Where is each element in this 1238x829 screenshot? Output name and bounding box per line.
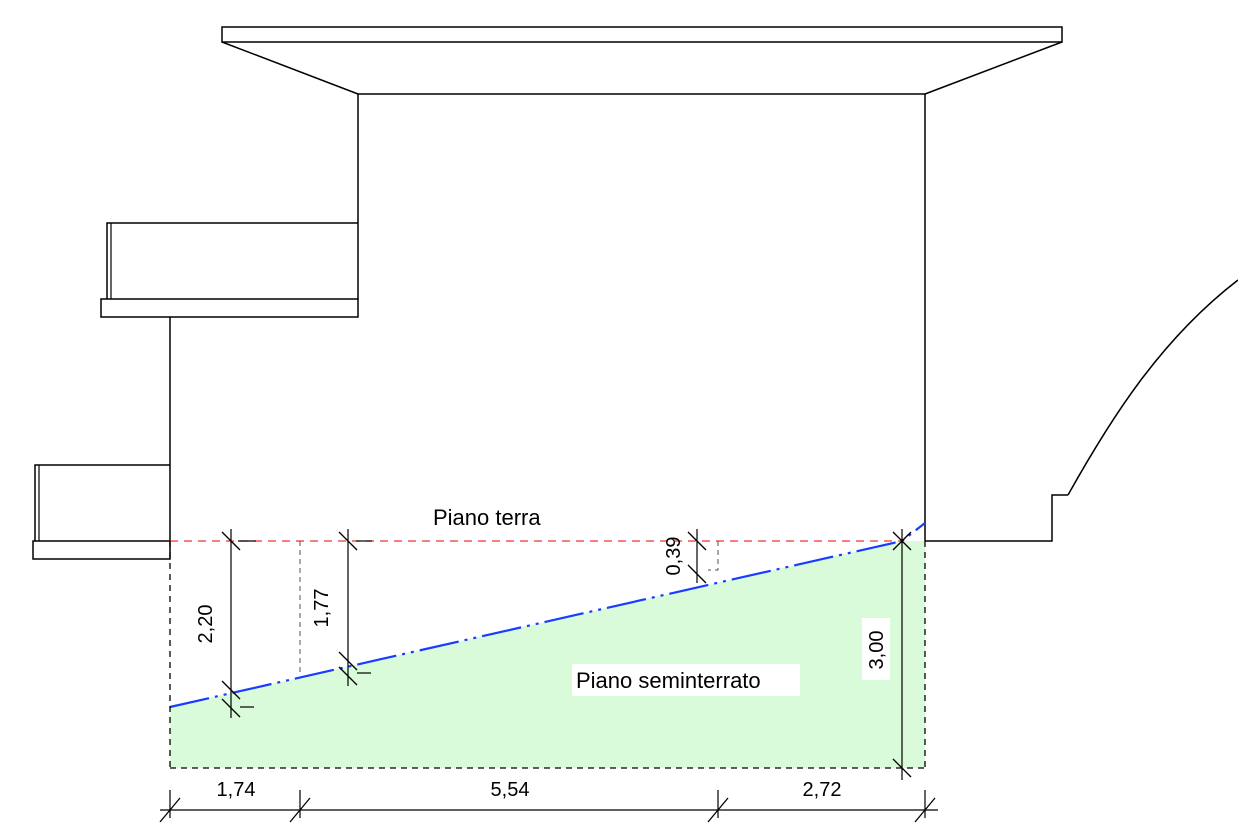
dimension-right-height: 3,00 xyxy=(862,529,912,780)
basement-floor-label: Piano seminterrato xyxy=(576,668,761,693)
roof-eave-right xyxy=(924,41,1063,95)
dimension-bottom-mid-label: 5,54 xyxy=(491,779,530,801)
right-slope-curve xyxy=(1067,279,1238,496)
roof-slab xyxy=(221,26,1063,43)
basement-label-bg xyxy=(572,664,800,696)
basement-area xyxy=(170,541,925,768)
lower-balcony-slab xyxy=(32,540,171,560)
lower-balcony-railing xyxy=(34,464,170,541)
upper-balcony-railing xyxy=(106,222,358,299)
dimension-bottom-right-label: 2,72 xyxy=(803,779,842,801)
dimension-mid-height: 1,77 xyxy=(311,529,372,686)
dimension-chain-bottom: 1,74 5,54 2,72 xyxy=(159,779,938,823)
dimension-right-small-height-label: 0,39 xyxy=(663,537,685,576)
ref-line-2 xyxy=(708,541,719,571)
dimension-mid-height-label: 1,77 xyxy=(311,589,333,628)
dimension-right-height-label: 3,00 xyxy=(866,631,888,670)
dimension-left-height-label: 2,20 xyxy=(195,605,217,644)
dimension-bottom-left-label: 1,74 xyxy=(217,779,256,801)
dimension-right-small-height: 0,39 xyxy=(663,529,707,584)
ground-floor-label: Piano terra xyxy=(433,505,541,530)
dimension-left-height: 2,20 xyxy=(195,529,256,718)
upper-balcony-slab xyxy=(100,298,359,318)
roof-eave-left xyxy=(221,41,359,95)
right-ground-line xyxy=(925,494,1068,542)
